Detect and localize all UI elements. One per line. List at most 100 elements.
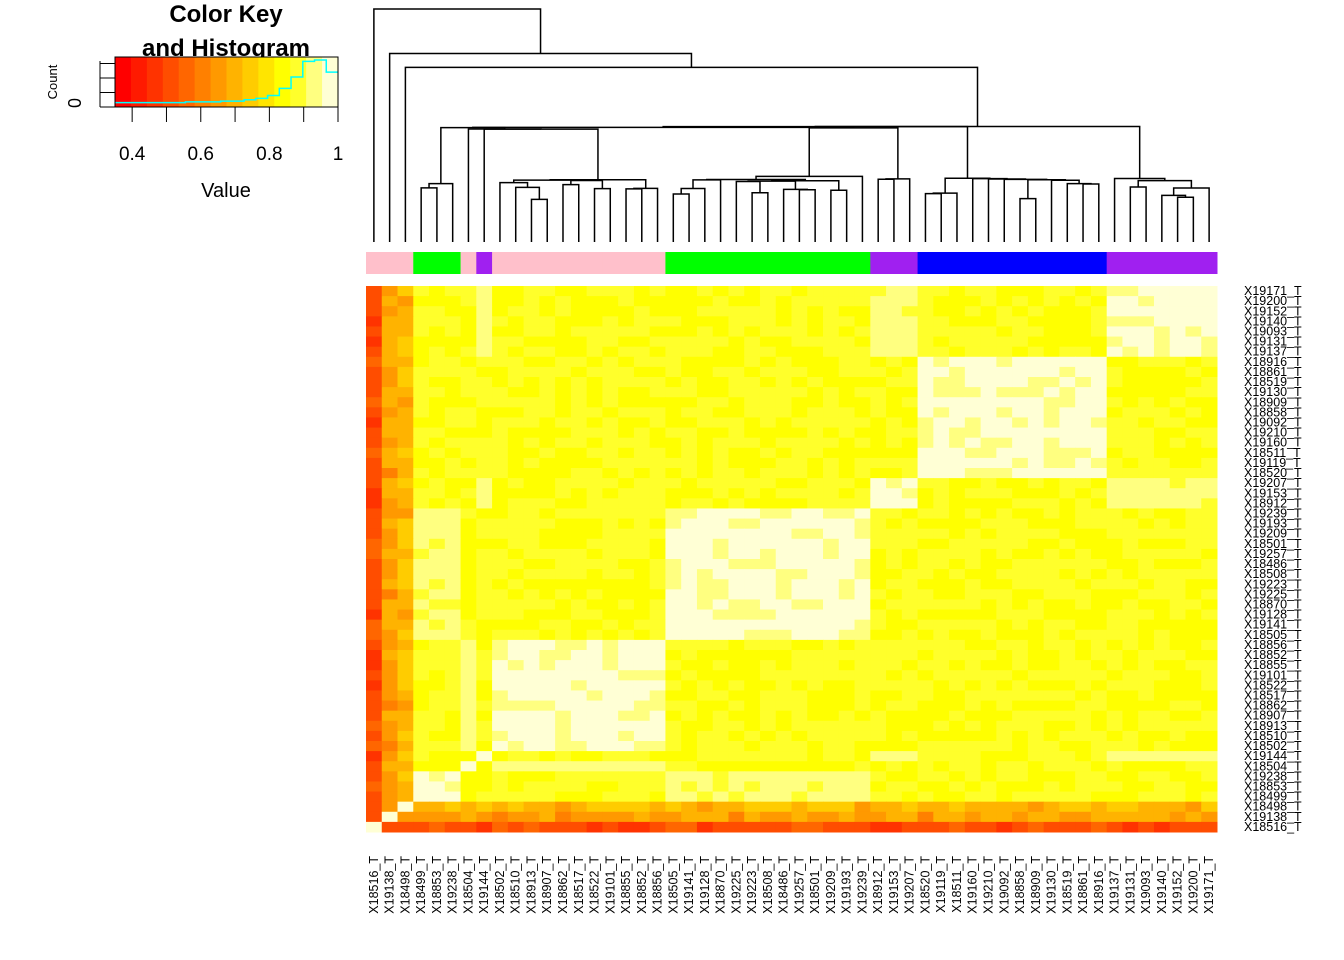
heatmap-cell [681, 579, 698, 590]
heatmap-cell [854, 397, 871, 408]
heatmap-cell [1106, 680, 1123, 691]
heatmap-cell [870, 296, 887, 307]
heatmap-cell [1027, 478, 1045, 489]
heatmap-cell [681, 387, 698, 398]
column-label: X18861_T [1076, 856, 1090, 914]
heatmap-cell [1043, 821, 1060, 833]
heatmap-cell [413, 356, 430, 368]
heatmap-cell [523, 650, 540, 661]
heatmap-cell [1153, 518, 1171, 530]
heatmap-cell [429, 336, 446, 348]
heatmap-cell [476, 387, 493, 398]
column-dendrogram [373, 8, 1210, 242]
heatmap-cell [602, 599, 619, 611]
heatmap-cell [633, 579, 651, 590]
heatmap-cell [759, 316, 777, 327]
heatmap-cell [696, 791, 714, 803]
heatmap-cell [996, 366, 1013, 378]
heatmap-cell [933, 569, 950, 580]
heatmap-cell [1201, 366, 1218, 378]
heatmap-cell [728, 286, 745, 297]
heatmap-cell [823, 751, 840, 762]
heatmap-cell [791, 538, 808, 550]
heatmap-cell [823, 670, 840, 681]
heatmap-cell [980, 700, 997, 712]
heatmap-cell [980, 650, 997, 661]
dendrogram-branch [971, 177, 1008, 242]
heatmap-cell [728, 761, 745, 772]
heatmap-cell [1169, 508, 1186, 520]
heatmap-cell [744, 336, 761, 348]
heatmap-cell [901, 569, 919, 580]
heatmap-cell [933, 589, 950, 600]
heatmap-cell [476, 508, 493, 520]
heatmap-cell [870, 488, 887, 499]
heatmap-cell [586, 569, 603, 580]
dendrogram-branch [1176, 196, 1195, 242]
heatmap-cell [775, 508, 792, 520]
heatmap-cell [570, 518, 588, 530]
heatmap-cell [933, 609, 950, 621]
heatmap-cell [1122, 468, 1139, 479]
row-label: X18519_T [1244, 375, 1302, 389]
heatmap-cell [696, 508, 714, 520]
heatmap-cell [633, 498, 651, 509]
heatmap-cell [1043, 720, 1060, 732]
heatmap-cell [602, 447, 619, 459]
heatmap-cell [759, 599, 777, 611]
heatmap-cell [555, 518, 572, 530]
column-label: X18499_T [414, 856, 428, 914]
heatmap-cell [381, 730, 399, 742]
heatmap-cell [381, 538, 399, 550]
heatmap-cell [1027, 811, 1045, 823]
heatmap-cell [570, 801, 588, 813]
heatmap-cell [1075, 387, 1092, 398]
heatmap-cell [901, 801, 919, 813]
heatmap-cell [429, 650, 446, 661]
heatmap-cell [1012, 710, 1029, 722]
heatmap-cell [1122, 306, 1139, 317]
heatmap-cell [633, 761, 651, 772]
heatmap-cell [492, 700, 509, 712]
heatmap-cell [429, 508, 446, 520]
heatmap-cell [476, 599, 493, 611]
heatmap-cell [917, 700, 934, 712]
heatmap-cell [1012, 741, 1029, 752]
heatmap-cell [933, 417, 950, 429]
heatmap-cell [1059, 720, 1076, 732]
heatmap-cell [949, 629, 966, 641]
heatmap-cell [555, 761, 572, 772]
heatmap-cell [1075, 589, 1092, 600]
heatmap-cell [1106, 700, 1123, 712]
heatmap-cell [602, 700, 619, 712]
color-key: Color Key and Histogram Count 0 0.4 0.6 0.… [45, 1, 343, 202]
heatmap-cell [775, 478, 792, 489]
heatmap-cell [1012, 346, 1029, 358]
heatmap-cell [933, 559, 950, 570]
heatmap-cell [381, 639, 399, 651]
heatmap-cell [1106, 427, 1123, 439]
heatmap-cell [1153, 609, 1171, 621]
heatmap-cell [744, 286, 761, 297]
group-bar-cell [507, 252, 525, 274]
heatmap-cell [1090, 639, 1108, 651]
group-bar-cell [1059, 252, 1076, 274]
heatmap-cell [1012, 528, 1029, 540]
heatmap-cell [413, 700, 430, 712]
heatmap-cell [870, 811, 887, 823]
heatmap-cell [712, 589, 729, 600]
heatmap-cell [523, 690, 540, 702]
heatmap-cell [633, 700, 651, 712]
heatmap-cell [712, 690, 729, 702]
heatmap-cell [728, 407, 745, 418]
heatmap-cell [555, 326, 572, 338]
heatmap-cell [1059, 548, 1076, 560]
heatmap-cell [728, 730, 745, 742]
heatmap-cell [838, 417, 856, 429]
heatmap-cell [980, 569, 997, 580]
heatmap-cell [397, 508, 414, 520]
heatmap-cell [429, 589, 446, 600]
heatmap-cell [507, 690, 525, 702]
column-label: X19171_T [1202, 856, 1216, 914]
heatmap-cell [1169, 569, 1186, 580]
